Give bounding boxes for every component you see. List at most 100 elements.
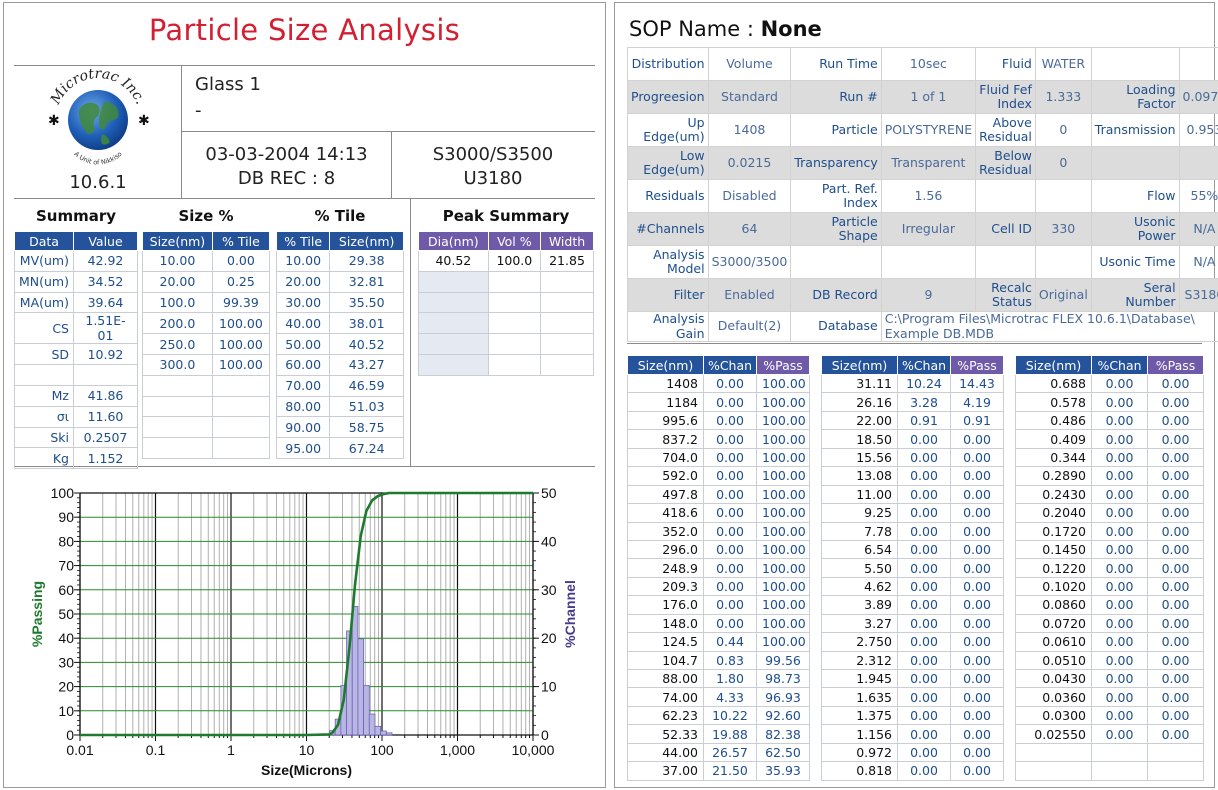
size-table-row: 0.409 0.00 0.00 bbox=[1015, 429, 1204, 449]
pct-tile-header-size: Size(nm) bbox=[329, 231, 404, 251]
param-row: Progreesion Standard Run #1 of 1 Fluid Fef … bbox=[627, 80, 1218, 114]
summary-row-cell: 39.64 bbox=[73, 291, 138, 314]
passing-cell: 92.60 bbox=[756, 705, 810, 726]
passing-cell: 0.00 bbox=[1147, 705, 1204, 726]
passing-cell: 0.00 bbox=[1147, 503, 1204, 523]
pct-tile-header-tile: % Tile bbox=[275, 231, 331, 251]
size-cell: 0.0510 bbox=[1015, 650, 1092, 671]
param-label: Run Time bbox=[790, 47, 882, 81]
y-right-axis-label: %Channel bbox=[562, 580, 578, 648]
summary-row: CS 1.51E-01 bbox=[14, 312, 138, 345]
summary-row-cell: 11.60 bbox=[73, 405, 138, 428]
channel-cell: 0.00 bbox=[897, 632, 951, 652]
channel-bar bbox=[368, 713, 376, 736]
peak-row-cell bbox=[487, 353, 542, 376]
passing-cell: 0.00 bbox=[1147, 650, 1204, 671]
summary-row-cell: CS bbox=[14, 312, 74, 345]
y-left-tick-label: 0 bbox=[66, 727, 74, 743]
size-cell: 88.00 bbox=[627, 668, 704, 689]
param-value: Transparent bbox=[880, 146, 977, 180]
passing-cell: 0.00 bbox=[1147, 724, 1204, 744]
passing-cell: 0.00 bbox=[950, 742, 1004, 763]
size-pct-row-cell: 100.00 bbox=[211, 312, 271, 335]
passing-cell: 100.00 bbox=[756, 613, 810, 634]
pct-tile-row-cell: 67.24 bbox=[329, 437, 404, 459]
passing-cell: 100.00 bbox=[756, 466, 810, 486]
x-tick-label: 1,000 bbox=[440, 742, 475, 758]
param-value: 1 of 1 bbox=[880, 80, 977, 114]
peak-row-cell: 100.0 bbox=[487, 250, 542, 272]
param-value: 0.0975 bbox=[1178, 80, 1218, 114]
pct-tile-row-cell: 10.00 bbox=[275, 250, 331, 272]
summary-row-cell bbox=[73, 364, 138, 386]
size-pct-row: 100.0 99.39 bbox=[142, 291, 271, 314]
dt3-header-pass: %Pass bbox=[1147, 355, 1204, 375]
dt2-header-pass: %Pass bbox=[950, 355, 1004, 375]
size-pct-row-cell: 300.0 bbox=[142, 353, 213, 376]
size-cell: 0.578 bbox=[1015, 392, 1092, 412]
size-table-row bbox=[1015, 761, 1204, 781]
size-cell: 31.11 bbox=[821, 373, 898, 394]
pct-tile-row-cell: 58.75 bbox=[329, 416, 404, 439]
channel-cell: 0.00 bbox=[703, 410, 757, 431]
size-cell: 62.23 bbox=[627, 705, 704, 726]
peak-row-cell bbox=[418, 270, 489, 293]
channel-cell: 0.00 bbox=[1091, 503, 1148, 523]
pct-tile-row: 20.00 32.81 bbox=[275, 270, 404, 293]
size-table-row: 22.00 0.91 0.91 bbox=[821, 410, 1004, 431]
distribution-chart-svg: 0.01 0.1 1 10 100 1,000 10,0000102030405060708… bbox=[29, 485, 578, 778]
passing-cell: 0.00 bbox=[950, 576, 1004, 597]
size-table-row: 176.0 0.00 100.00 bbox=[627, 595, 810, 615]
pct-tile-row-cell: 51.03 bbox=[329, 395, 404, 418]
size-table-row: 0.02550 0.00 0.00 bbox=[1015, 724, 1204, 744]
param-label bbox=[790, 245, 882, 279]
run-parameters-table: Distribution Volume Run Time 10sec Fluid WATE… bbox=[627, 47, 1218, 342]
param-label: Transmission bbox=[1090, 113, 1180, 147]
size-cell: 1.156 bbox=[821, 724, 898, 744]
size-table-row: 1.635 0.00 0.00 bbox=[821, 687, 1004, 707]
pct-tile-row-cell: 95.00 bbox=[275, 437, 331, 459]
size-pct-row bbox=[142, 374, 271, 397]
size-table-row: 52.33 19.88 82.38 bbox=[627, 724, 810, 744]
channel-cell: 0.00 bbox=[1091, 613, 1148, 634]
passing-cell: 100.00 bbox=[756, 503, 810, 523]
pct-tile-row: 30.00 35.50 bbox=[275, 291, 404, 314]
y-left-tick-label: 60 bbox=[58, 582, 74, 598]
size-pct-row-cell: 200.0 bbox=[142, 312, 213, 335]
summary-header-data: Data bbox=[14, 231, 74, 251]
peak-summary-title: Peak Summary bbox=[442, 207, 570, 225]
channel-bar bbox=[351, 606, 359, 736]
size-table-row: 497.8 0.00 100.00 bbox=[627, 484, 810, 505]
summary-row-cell: 10.92 bbox=[73, 343, 138, 366]
channel-cell: 0.00 bbox=[1091, 429, 1148, 449]
channel-bar bbox=[357, 638, 365, 736]
size-table-row: 0.1220 0.00 0.00 bbox=[1015, 558, 1204, 578]
pct-tile-row-cell: 30.00 bbox=[275, 291, 331, 314]
stats-divider bbox=[410, 199, 411, 466]
size-cell: 0.818 bbox=[821, 761, 898, 781]
pct-tile-row-cell: 90.00 bbox=[275, 416, 331, 439]
passing-cell: 0.00 bbox=[950, 466, 1004, 486]
report-title: Particle Size Analysis bbox=[148, 13, 461, 47]
size-table-row: 62.23 10.22 92.60 bbox=[627, 705, 810, 726]
passing-cell: 0.00 bbox=[950, 650, 1004, 671]
size-cell: 209.3 bbox=[627, 576, 704, 597]
size-table-row: 3.27 0.00 0.00 bbox=[821, 613, 1004, 634]
size-pct-row-cell bbox=[211, 416, 271, 439]
size-cell: 704.0 bbox=[627, 447, 704, 468]
param-value: 0.953 bbox=[1178, 113, 1218, 147]
size-pct-row-cell bbox=[211, 395, 271, 418]
param-value: 0 bbox=[1034, 113, 1092, 147]
size-cell: 0.409 bbox=[1015, 429, 1092, 449]
peak-row-cell bbox=[540, 333, 594, 355]
param-value: N/A bbox=[1178, 212, 1218, 246]
size-cell: 0.0360 bbox=[1015, 687, 1092, 707]
size-table-row: 88.00 1.80 98.73 bbox=[627, 668, 810, 689]
pct-tile-table: % Tile Size(nm) 10.00 29.38 20.00 32.81 30.0… bbox=[275, 231, 404, 459]
size-cell: 0.688 bbox=[1015, 373, 1092, 394]
x-tick-label: 10 bbox=[299, 742, 315, 758]
param-label: Database bbox=[790, 311, 882, 342]
size-table-row: 1.156 0.00 0.00 bbox=[821, 724, 1004, 744]
size-table-row: 0.344 0.00 0.00 bbox=[1015, 447, 1204, 468]
peak-row-cell bbox=[487, 333, 542, 355]
